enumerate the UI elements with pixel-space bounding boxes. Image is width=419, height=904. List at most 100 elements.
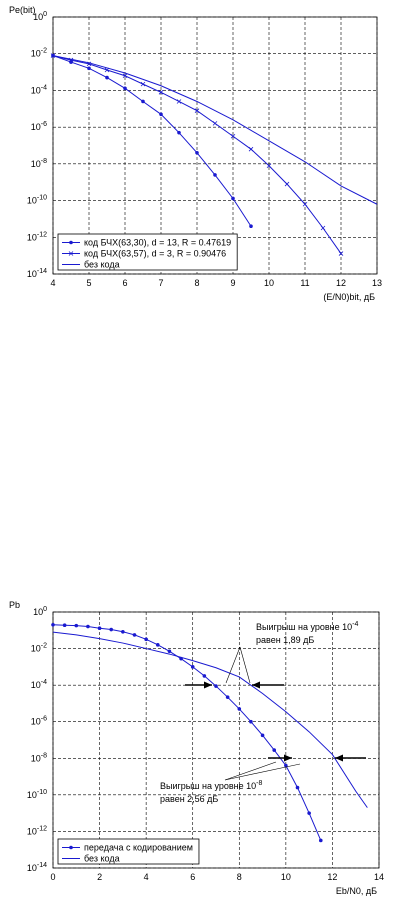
x-tick-label: 2 (97, 872, 102, 882)
y-tick-label: 10-6 (31, 121, 47, 132)
data-point (302, 201, 308, 207)
x-tick-label: 7 (158, 278, 163, 288)
x-tick-label: 6 (190, 872, 195, 882)
data-point (284, 181, 290, 187)
data-point (338, 251, 344, 256)
data-point (51, 622, 55, 627)
leader-line (224, 763, 301, 781)
data-point (231, 196, 235, 201)
data-point (121, 629, 125, 634)
data-point (141, 99, 145, 104)
x-tick-label: 12 (327, 872, 337, 882)
y-tick-label: 10-10 (27, 195, 47, 206)
x-tick-label: 8 (194, 278, 199, 288)
x-tick-label: 10 (264, 278, 274, 288)
data-point (109, 627, 114, 632)
data-point (284, 763, 288, 768)
legend-marker (68, 251, 74, 256)
data-point (225, 695, 230, 699)
annotation: Выигрыш на уровне 10-8 (160, 780, 262, 791)
data-point (237, 707, 242, 711)
data-point (202, 674, 207, 678)
data-point (97, 626, 102, 631)
arrow-head (204, 681, 212, 689)
legend-label: передача с кодированием (84, 843, 193, 853)
y-tick-label: 10-2 (31, 48, 47, 59)
legend-box (57, 838, 200, 865)
x-tick-label: 4 (144, 872, 149, 882)
annotation: Выигрыш на уровне 10-4 (256, 621, 358, 632)
y-tick-label: 10-12 (27, 231, 47, 242)
x-tick-label: 11 (300, 278, 309, 288)
y-tick-label: 10-10 (27, 789, 47, 800)
data-point (105, 75, 109, 80)
arrow-head (335, 754, 343, 762)
y-axis-label: Pe(bit) (9, 5, 36, 15)
data-point (62, 623, 67, 627)
data-point (144, 637, 148, 642)
data-point (177, 130, 181, 135)
data-point (159, 112, 163, 117)
data-point (132, 633, 137, 637)
legend-marker (69, 845, 73, 850)
y-axis-label: Pb (9, 600, 20, 610)
series-line (52, 631, 368, 808)
y-tick-label: 10-2 (31, 643, 47, 654)
data-point (249, 224, 253, 229)
series-line (52, 55, 378, 205)
data-point (140, 81, 146, 87)
data-point (295, 785, 300, 790)
y-tick-label: 100 (33, 606, 47, 617)
data-point (194, 108, 200, 113)
leader-line (224, 761, 277, 781)
legend-marker (69, 240, 73, 245)
x-tick-label: 12 (336, 278, 346, 288)
data-point (213, 173, 217, 177)
data-point (122, 73, 128, 79)
x-axis-label: Eb/N0, дБ (336, 886, 377, 896)
data-point (320, 225, 326, 231)
x-tick-label: 13 (372, 278, 382, 288)
annotation: равен 1,89 дБ (256, 635, 314, 645)
data-point (167, 649, 172, 654)
y-tick-label: 10-6 (31, 716, 47, 727)
legend-label: без кода (84, 260, 120, 270)
legend-label: код БЧХ(63,57), d = 3, R = 0.90476 (84, 249, 226, 259)
legend-label: код БЧХ(63,30), d = 13, R = 0.47619 (84, 238, 231, 248)
data-point (260, 733, 265, 738)
leader-line (225, 646, 241, 684)
y-tick-label: 10-4 (31, 679, 47, 690)
data-point (307, 811, 311, 815)
data-point (266, 163, 272, 169)
data-point (195, 151, 199, 155)
y-tick-label: 10-12 (27, 825, 47, 836)
data-point (155, 643, 160, 647)
y-tick-label: 100 (33, 11, 47, 22)
x-tick-label: 8 (237, 872, 242, 882)
data-point (318, 838, 323, 843)
leader-line (239, 646, 251, 684)
arrow-head (252, 681, 260, 689)
x-tick-label: 4 (50, 278, 55, 288)
data-point (214, 684, 218, 688)
data-point (190, 665, 195, 669)
x-tick-label: 10 (281, 872, 291, 882)
data-point (87, 66, 91, 71)
data-point (212, 121, 218, 126)
data-point (86, 624, 90, 629)
data-point (123, 86, 127, 91)
y-tick-label: 10-8 (31, 158, 47, 169)
x-tick-label: 0 (50, 872, 55, 882)
x-tick-label: 14 (374, 872, 384, 882)
series-line (52, 624, 322, 841)
x-tick-label: 9 (230, 278, 235, 288)
plot-area (52, 611, 380, 869)
y-tick-label: 10-8 (31, 752, 47, 763)
arrow-head (284, 754, 292, 762)
series-line (52, 55, 252, 227)
annotation: равен 2,56 дБ (160, 794, 218, 804)
y-tick-label: 10-14 (27, 268, 47, 279)
